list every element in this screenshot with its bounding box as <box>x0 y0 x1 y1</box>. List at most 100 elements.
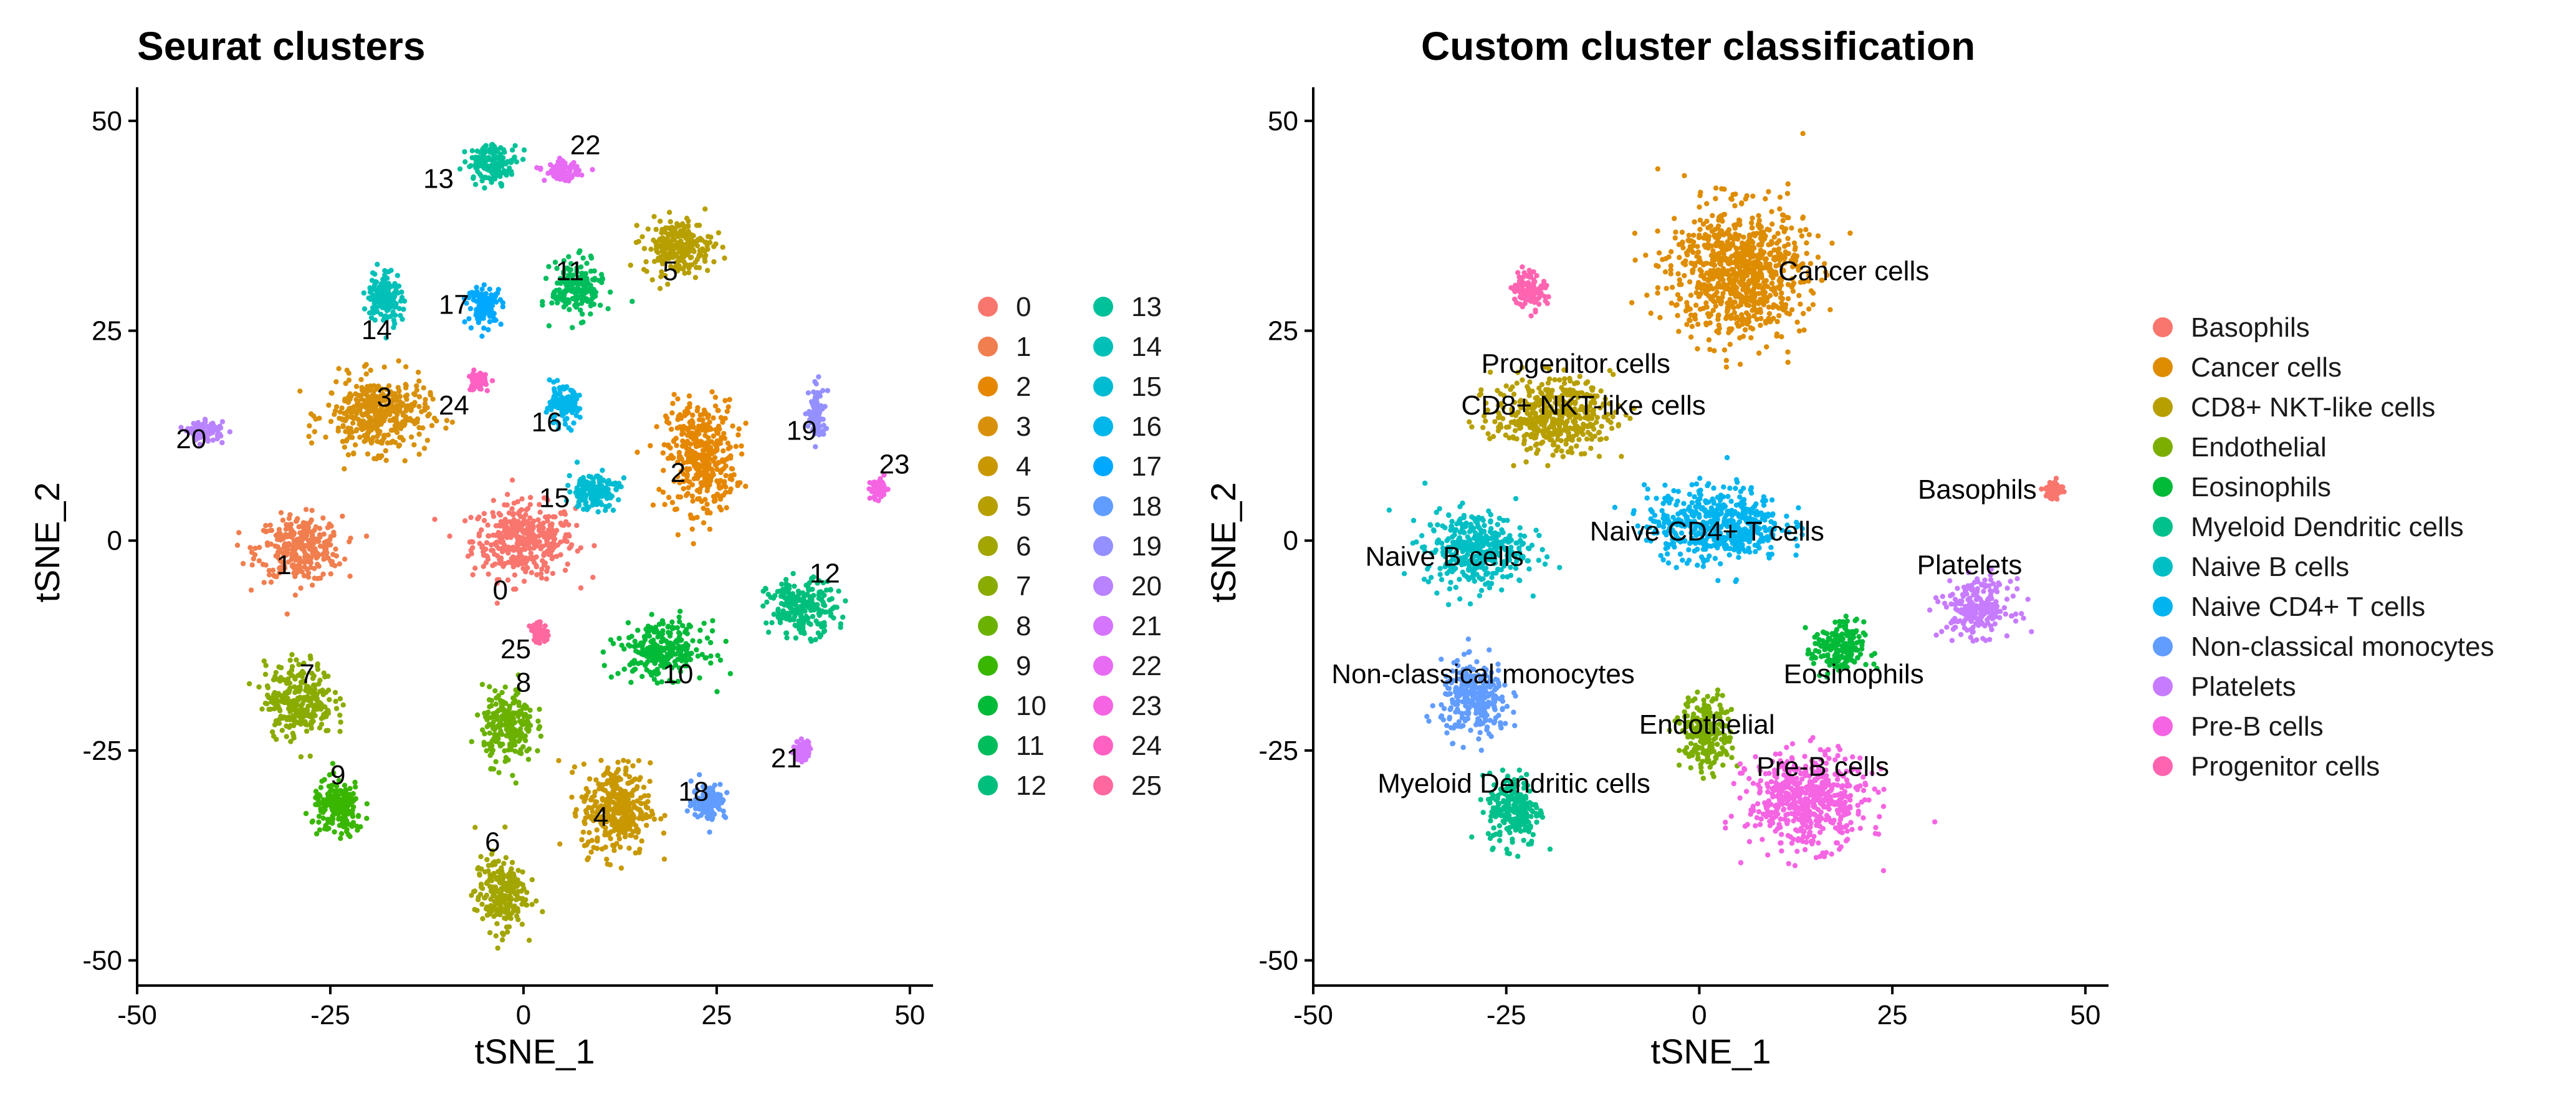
scatter-point <box>504 708 510 714</box>
scatter-point <box>626 805 632 810</box>
scatter-point <box>510 511 517 517</box>
scatter-point <box>494 167 500 173</box>
scatter-point <box>297 388 303 394</box>
scatter-point <box>334 792 340 799</box>
scatter-point <box>585 855 591 861</box>
scatter-point <box>529 556 534 562</box>
scatter-point <box>486 327 491 333</box>
scatter-point <box>661 468 666 473</box>
scatter-point <box>694 472 699 478</box>
scatter-point <box>582 821 588 827</box>
scatter-point <box>298 754 304 760</box>
scatter-point <box>602 787 608 794</box>
scatter-point <box>365 384 370 390</box>
scatter-point <box>443 425 449 431</box>
scatter-point <box>492 688 498 694</box>
scatter-point <box>691 476 697 482</box>
scatter-point <box>521 515 527 521</box>
scatter-point <box>337 409 343 415</box>
scatter-point <box>574 522 580 529</box>
scatter-point <box>487 156 492 161</box>
scatter-point <box>727 671 734 676</box>
scatter-point <box>514 520 519 526</box>
scatter-point <box>543 532 548 538</box>
scatter-point <box>690 412 696 418</box>
scatter-point <box>697 412 704 418</box>
scatter-point <box>653 226 659 233</box>
scatter-point <box>395 406 400 413</box>
scatter-point <box>649 277 655 283</box>
scatter-point <box>292 684 297 690</box>
scatter-point <box>694 243 701 249</box>
scatter-point <box>838 625 843 630</box>
scatter-point <box>535 748 540 754</box>
scatter-point <box>331 529 337 535</box>
scatter-point <box>526 938 532 943</box>
scatter-point <box>388 439 394 446</box>
scatter-point <box>325 542 331 548</box>
scatter-point <box>393 421 400 426</box>
scatter-point <box>808 636 813 642</box>
scatter-point <box>515 499 520 504</box>
scatter-point <box>579 794 585 800</box>
scatter-point <box>426 411 432 417</box>
scatter-point <box>560 384 566 390</box>
scatter-point <box>595 809 601 815</box>
scatter-point <box>535 718 541 724</box>
scatter-point <box>316 792 322 798</box>
scatter-point <box>816 408 821 414</box>
scatter-point <box>549 300 555 306</box>
scatter-point <box>501 861 507 866</box>
scatter-point <box>646 628 652 635</box>
scatter-point <box>335 428 341 434</box>
scatter-point <box>673 651 678 657</box>
scatter-point <box>483 175 489 181</box>
scatter-point <box>487 730 492 736</box>
scatter-point <box>497 741 502 747</box>
scatter-point <box>572 810 578 816</box>
scatter-point <box>663 413 669 419</box>
scatter-point <box>654 680 660 686</box>
scatter-point <box>679 456 684 462</box>
scatter-point <box>681 430 686 436</box>
scatter-point <box>673 436 679 441</box>
scatter-point <box>723 638 729 645</box>
scatter-point <box>512 143 518 148</box>
scatter-point <box>315 539 322 544</box>
scatter-point <box>561 295 567 301</box>
scatter-point <box>476 865 481 871</box>
scatter-point <box>509 889 514 895</box>
scatter-point <box>876 498 881 504</box>
scatter-point <box>610 799 616 805</box>
scatter-point <box>284 723 289 729</box>
scatter-point <box>700 448 706 453</box>
scatter-point <box>492 732 497 737</box>
scatter-point <box>662 813 668 818</box>
scatter-point <box>630 811 636 817</box>
scatter-point <box>711 415 716 421</box>
scatter-point <box>496 901 502 906</box>
scatter-point <box>708 653 714 659</box>
scatter-point <box>566 522 572 528</box>
scatter-point <box>606 491 612 497</box>
scatter-point <box>487 930 493 936</box>
scatter-point <box>664 419 670 425</box>
scatter-point <box>594 827 600 833</box>
scatter-point <box>338 831 345 837</box>
series-points-5 <box>628 206 727 291</box>
scatter-point <box>816 621 823 627</box>
scatter-point <box>520 869 525 875</box>
scatter-point <box>580 319 586 325</box>
scatter-point <box>816 423 822 429</box>
scatter-point <box>210 437 216 443</box>
scatter-point <box>278 674 284 681</box>
scatter-point <box>685 643 691 648</box>
scatter-point <box>318 785 323 790</box>
scatter-point <box>296 713 302 719</box>
scatter-point <box>649 612 654 617</box>
scatter-point <box>474 310 479 316</box>
scatter-point <box>866 486 872 492</box>
series-points-24 <box>466 367 496 393</box>
scatter-point <box>291 545 297 551</box>
scatter-point <box>306 559 312 565</box>
